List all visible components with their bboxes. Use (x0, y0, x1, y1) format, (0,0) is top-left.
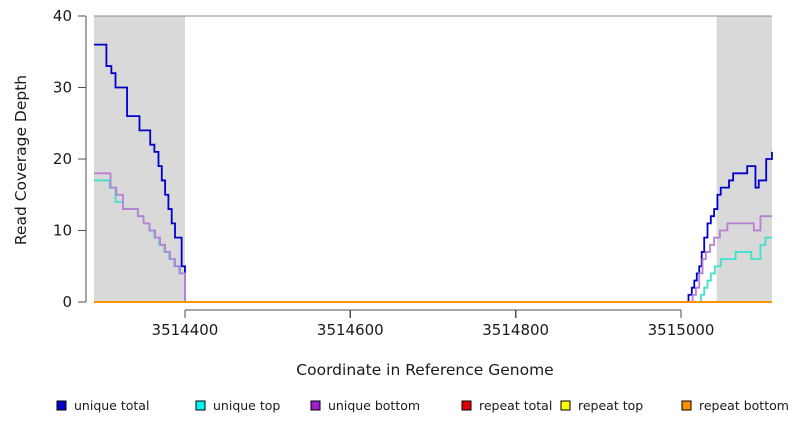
legend-label: repeat top (578, 398, 643, 413)
repeat-shaded-bands (94, 16, 772, 302)
legend-item-repeat-top[interactable]: repeat top (560, 398, 643, 413)
legend-item-repeat-bottom[interactable]: repeat bottom (681, 398, 789, 413)
legend-item-unique-bottom[interactable]: unique bottom (310, 398, 420, 413)
x-tick-label: 3514400 (152, 321, 219, 339)
y-tick-label: 20 (53, 150, 72, 168)
legend-swatch (560, 400, 571, 411)
legend-item-repeat-total[interactable]: repeat total (461, 398, 552, 413)
legend-label: repeat total (479, 398, 552, 413)
legend-label: repeat bottom (699, 398, 789, 413)
axes-group (78, 15, 682, 318)
legend-label: unique total (74, 398, 149, 413)
series-unique-bottom (94, 172, 772, 303)
x-axis-title: Coordinate in Reference Genome (296, 361, 553, 379)
legend-label: unique bottom (328, 398, 420, 413)
y-tick-label: 0 (62, 293, 72, 311)
legend-swatch (195, 400, 206, 411)
legend-swatch (461, 400, 472, 411)
legend-swatch (310, 400, 321, 411)
series-unique-total (94, 43, 773, 303)
legend-item-unique-total[interactable]: unique total (56, 398, 149, 413)
legend-label: unique top (213, 398, 280, 413)
legend-item-unique-top[interactable]: unique top (195, 398, 280, 413)
series-unique-top (94, 179, 772, 303)
y-tick-label: 10 (53, 222, 72, 240)
legend-swatch (681, 400, 692, 411)
x-tick-label: 3514600 (317, 321, 384, 339)
x-tick-label: 3515000 (648, 321, 715, 339)
y-tick-label: 30 (53, 79, 72, 97)
chart-legend: unique total unique top unique bottom repea… (56, 398, 789, 413)
series-group (94, 43, 773, 303)
right-repeat-band (716, 16, 772, 302)
x-tick-label: 3514800 (482, 321, 549, 339)
legend-swatch (56, 400, 67, 411)
y-tick-label: 40 (53, 7, 72, 25)
y-axis-title: Read Coverage Depth (12, 75, 30, 245)
tick-labels-group: 0 10 20 30 40 3514400 3514600 3514800 3515000 (53, 7, 715, 339)
